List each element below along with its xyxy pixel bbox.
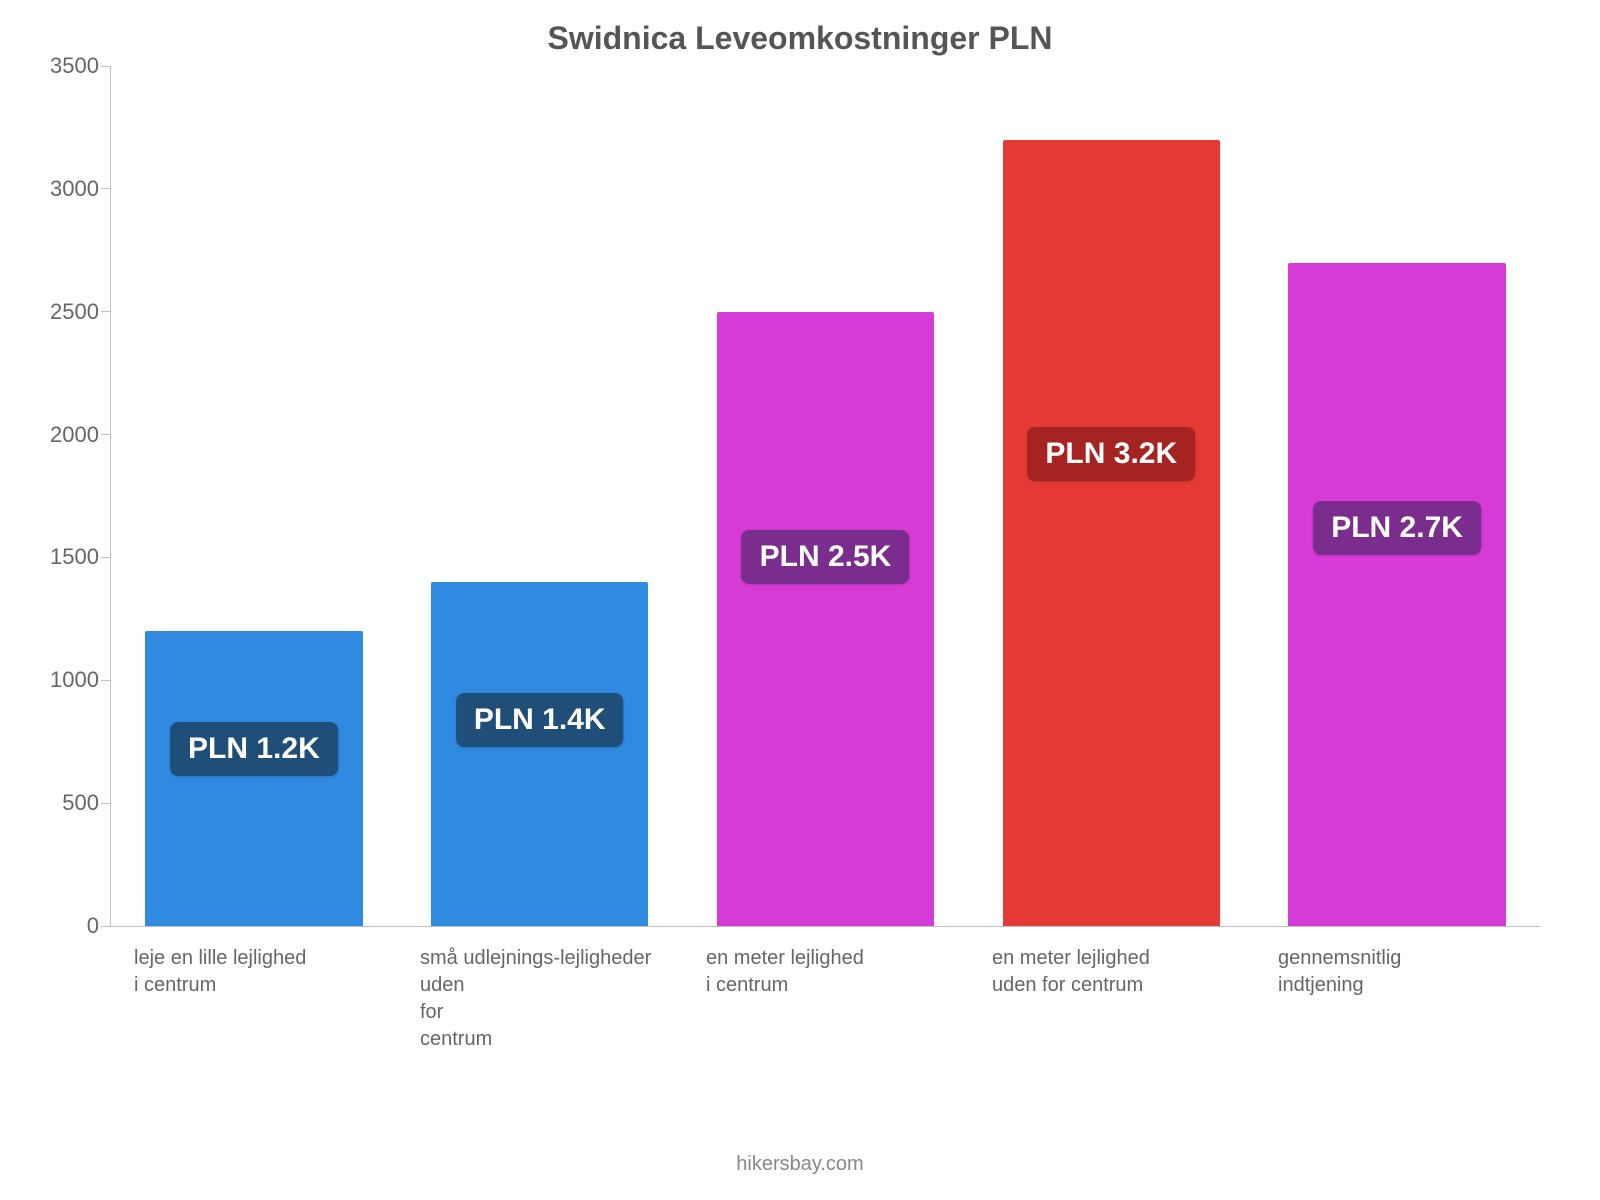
x-axis-label: en meter lejlighedi centrum <box>706 945 864 1053</box>
y-tick-label: 500 <box>62 790 111 816</box>
x-label-slot: en meter lejlighedi centrum <box>682 945 968 1053</box>
x-axis-label: gennemsnitligindtjening <box>1278 945 1401 1053</box>
credit-text: hikersbay.com <box>0 1153 1600 1176</box>
bar-slot: PLN 2.5K <box>683 67 969 926</box>
value-badge: PLN 3.2K <box>1027 427 1195 481</box>
plot-container: PLN 1.2K PLN 1.4K PLN 2.5K PLN 3.2K PLN 2.7K… <box>110 67 1540 1053</box>
x-axis-label: leje en lille lejlighedi centrum <box>134 945 306 1053</box>
y-tick-label: 1500 <box>50 544 111 570</box>
chart-container: Swidnica Leveomkostninger PLN PLN 1.2KPL… <box>0 0 1600 1200</box>
bar: PLN 1.2K <box>145 631 362 926</box>
x-axis-labels: leje en lille lejlighedi centrum små udle… <box>110 945 1540 1053</box>
y-tick-label: 2000 <box>50 422 111 448</box>
x-label-slot: leje en lille lejlighedi centrum <box>110 945 396 1053</box>
x-axis-label: små udlejnings-lejlighederudenforcentrum <box>420 945 651 1053</box>
bar: PLN 1.4K <box>431 582 648 926</box>
y-tick-label: 1000 <box>50 667 111 693</box>
chart-title: Swidnica Leveomkostninger PLN <box>40 20 1560 57</box>
bar: PLN 2.5K <box>717 312 934 926</box>
bar: PLN 3.2K <box>1003 140 1220 926</box>
x-label-slot: gennemsnitligindtjening <box>1254 945 1540 1053</box>
y-tick-label: 3500 <box>50 53 111 79</box>
bar-slot: PLN 2.7K <box>1254 67 1540 926</box>
x-label-slot: en meter lejligheduden for centrum <box>968 945 1254 1053</box>
bars-group: PLN 1.2K PLN 1.4K PLN 2.5K PLN 3.2K PLN 2.7K <box>111 67 1540 926</box>
x-label-slot: små udlejnings-lejlighederudenforcentrum <box>396 945 682 1053</box>
bar-slot: PLN 1.4K <box>397 67 683 926</box>
bar-slot: PLN 1.2K <box>111 67 397 926</box>
value-badge: PLN 2.7K <box>1313 501 1481 555</box>
bar: PLN 2.7K <box>1288 263 1505 926</box>
y-tick-label: 0 <box>87 913 111 939</box>
value-badge: PLN 1.4K <box>456 693 624 747</box>
x-axis-label: en meter lejligheduden for centrum <box>992 945 1150 1053</box>
bar-slot: PLN 3.2K <box>968 67 1254 926</box>
y-tick-label: 2500 <box>50 299 111 325</box>
value-badge: PLN 2.5K <box>742 530 910 584</box>
plot-area: PLN 1.2K PLN 1.4K PLN 2.5K PLN 3.2K PLN 2.7K… <box>110 67 1540 927</box>
value-badge: PLN 1.2K <box>170 722 338 776</box>
y-tick-label: 3000 <box>50 176 111 202</box>
